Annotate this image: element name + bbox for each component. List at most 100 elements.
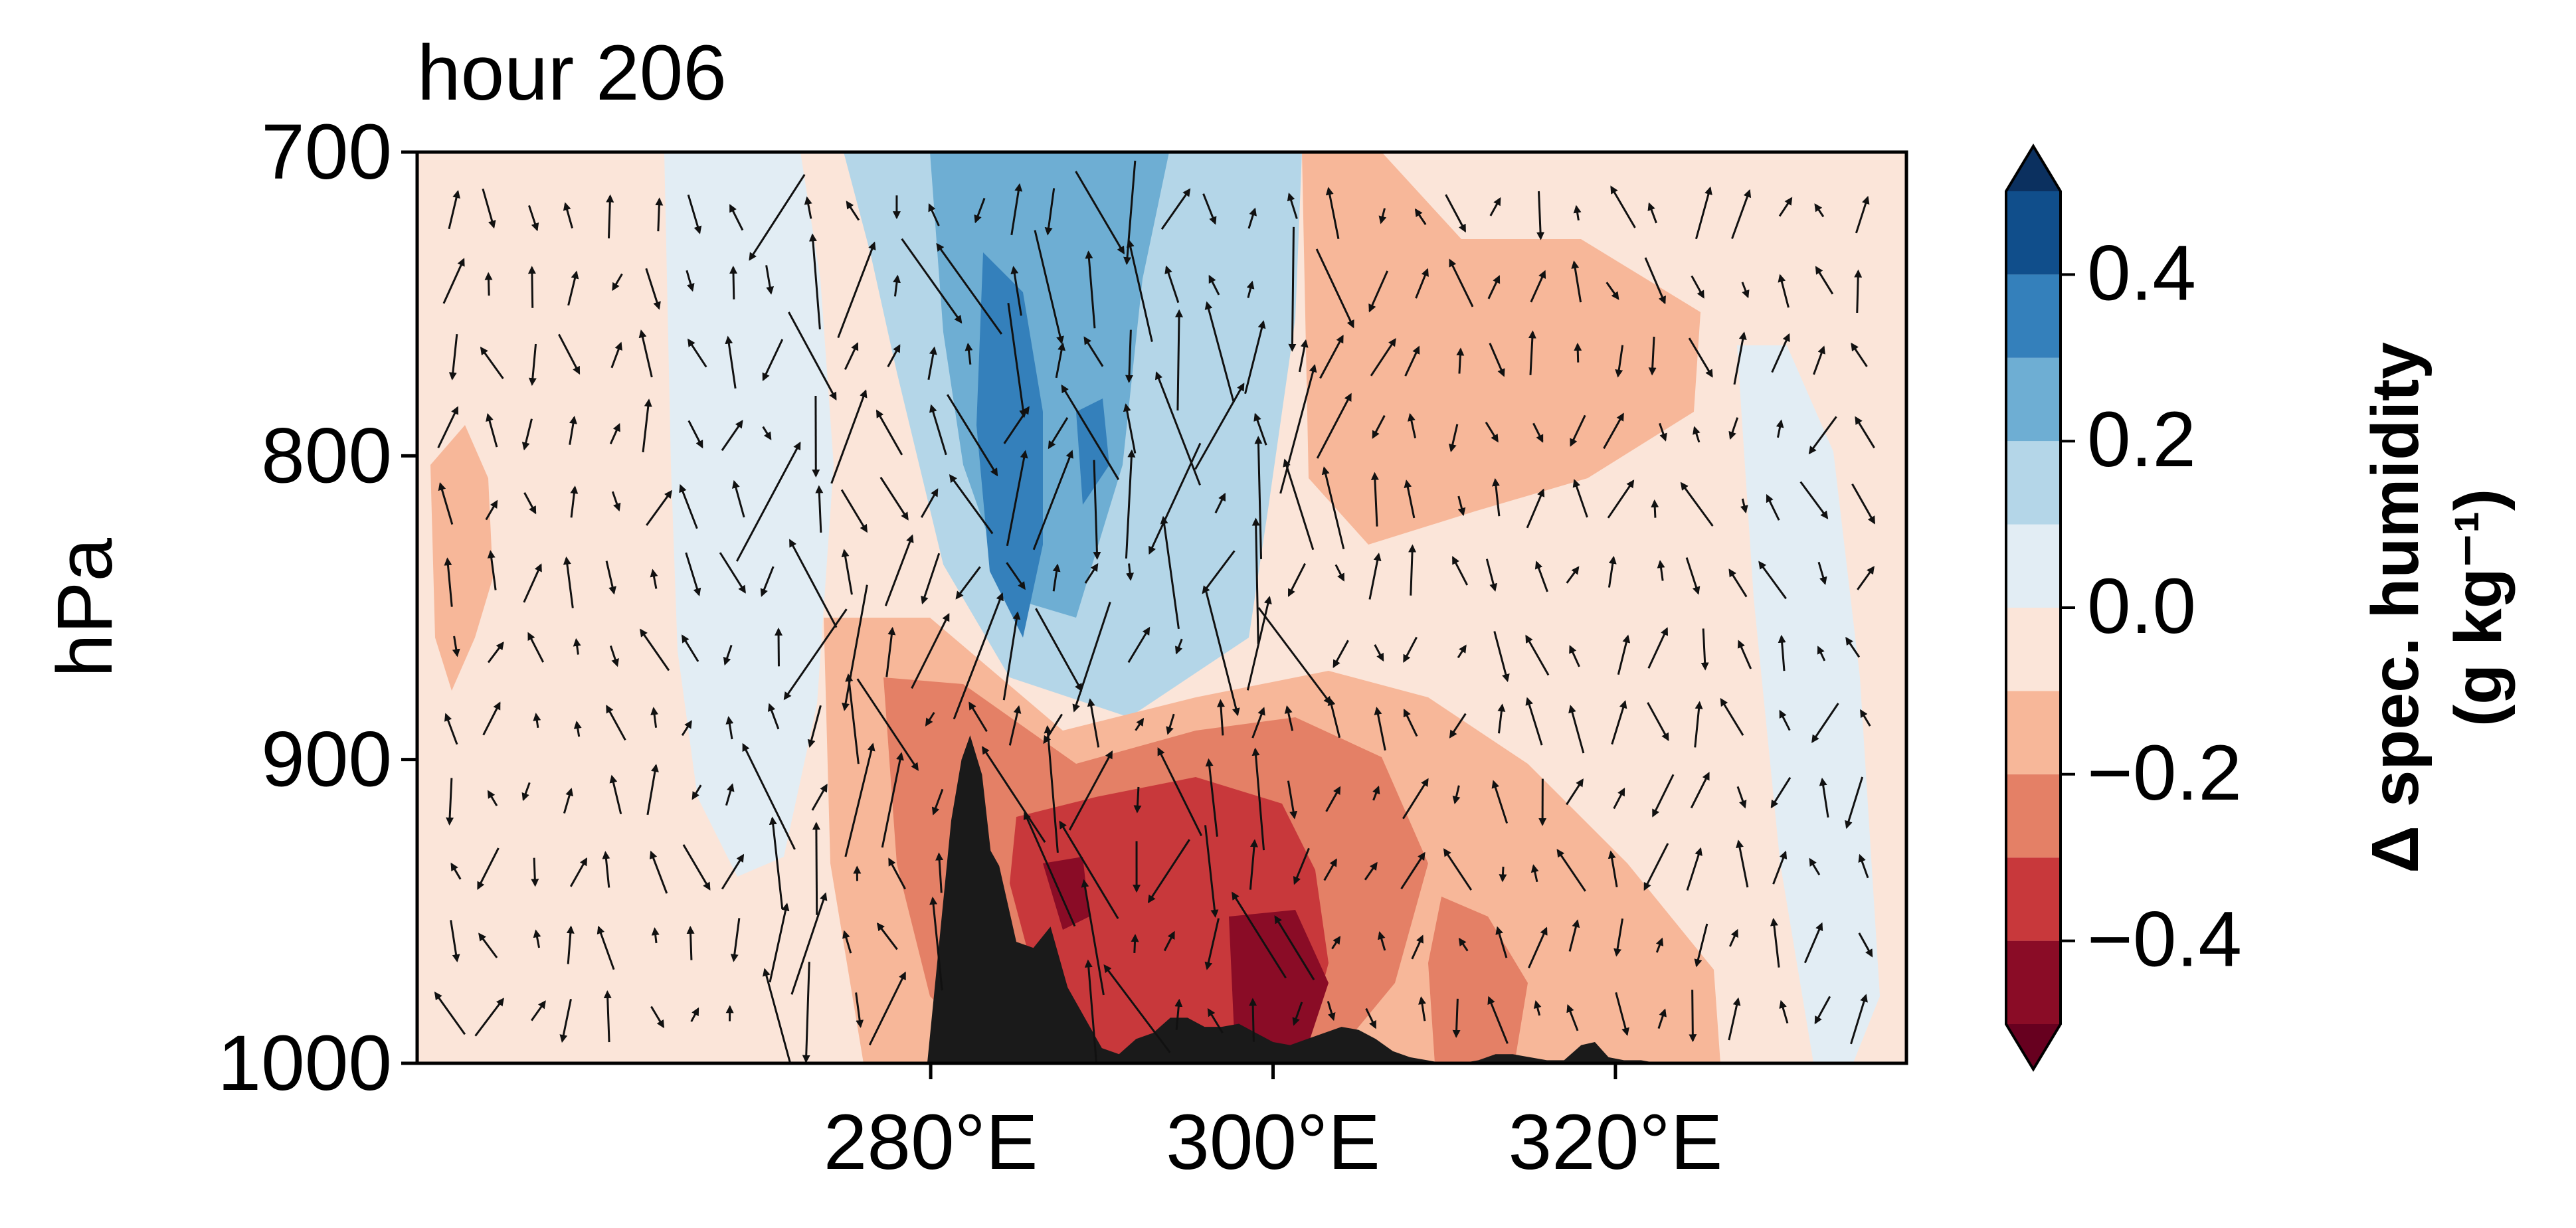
wind-vector <box>1403 636 1418 663</box>
wind-vector <box>1174 998 1183 1030</box>
wind-vector <box>769 816 784 910</box>
wind-vector <box>1728 417 1739 440</box>
wind-vector <box>1603 412 1624 449</box>
wind-vector <box>760 566 775 597</box>
wind-vector <box>1205 592 1240 717</box>
wind-vector <box>482 188 496 229</box>
wind-vector <box>1680 482 1714 527</box>
colorbar-segment <box>2006 441 2061 525</box>
wind-vector <box>1008 705 1022 746</box>
wind-vector <box>487 642 504 663</box>
wind-vector <box>1061 384 1120 480</box>
wind-vector <box>1451 556 1469 586</box>
wind-vector <box>487 550 497 590</box>
wind-vector <box>650 1006 665 1029</box>
wind-vector <box>879 476 909 521</box>
wind-vector <box>1160 188 1191 230</box>
wind-vector <box>928 203 940 226</box>
wind-vector <box>610 341 622 369</box>
wind-vector <box>1404 345 1420 377</box>
wind-vector <box>844 342 859 371</box>
wind-vector <box>725 783 735 806</box>
wind-vector <box>1851 342 1868 367</box>
wind-vector <box>1657 560 1665 581</box>
wind-vector <box>450 862 462 880</box>
wind-vector <box>1010 266 1022 316</box>
wind-vector <box>1217 699 1226 736</box>
wind-vector <box>605 561 616 595</box>
wind-vector <box>1093 460 1101 560</box>
wind-vector <box>570 485 579 518</box>
wind-vector <box>887 344 901 367</box>
colorbar-label-line2: (g kg⁻¹) <box>2441 489 2516 727</box>
wind-vector <box>569 857 588 887</box>
wind-vector <box>486 413 498 448</box>
wind-vector <box>1083 336 1104 367</box>
wind-vector <box>1813 345 1825 375</box>
wind-vector <box>1493 631 1510 683</box>
colorbar-tick-label: 0.0 <box>2087 563 2196 650</box>
wind-vector <box>1374 644 1384 662</box>
wind-vector <box>1613 787 1625 810</box>
wind-vector <box>1530 270 1546 303</box>
wind-vector <box>1449 713 1467 739</box>
wind-vector <box>521 782 531 802</box>
wind-vector <box>482 701 501 736</box>
wind-vector <box>1817 561 1827 585</box>
wind-vector <box>1279 364 1317 494</box>
wind-vector <box>1855 195 1870 234</box>
wind-vector <box>1776 419 1784 438</box>
wind-vector <box>1006 450 1028 547</box>
wind-vector <box>1034 230 1064 345</box>
wind-vector <box>1204 825 1219 918</box>
wind-vector <box>1647 627 1669 669</box>
wind-vector <box>1035 608 1083 692</box>
colorbar-extend-min <box>2006 1024 2061 1069</box>
wind-vector <box>1125 329 1133 383</box>
wind-vector <box>1814 996 1831 1025</box>
wind-vector <box>1758 561 1787 600</box>
wind-vector <box>1566 1004 1579 1031</box>
wind-vector <box>1617 634 1631 675</box>
wind-vector <box>1489 343 1505 377</box>
wind-vector <box>1251 707 1265 739</box>
wind-vector <box>480 346 504 379</box>
wind-vector <box>646 764 659 816</box>
wind-vector <box>1257 606 1332 705</box>
wind-vector <box>1414 208 1427 225</box>
wind-vector <box>837 241 876 339</box>
wind-vector <box>1779 709 1791 731</box>
wind-vector <box>762 339 784 382</box>
wind-vector <box>1408 412 1417 439</box>
wind-vector <box>1701 628 1709 671</box>
wind-vector <box>1284 705 1294 731</box>
wind-vector <box>1855 416 1875 449</box>
wind-vector <box>1485 421 1499 443</box>
y-tick-label: 700 <box>261 108 392 196</box>
wind-vector <box>1205 758 1218 837</box>
wind-vector <box>742 743 796 850</box>
wind-vector <box>1740 498 1748 514</box>
x-tick-label: 300°E <box>1166 1098 1380 1186</box>
wind-vector <box>527 632 545 663</box>
wind-vector <box>1606 282 1619 300</box>
wind-vector <box>521 418 533 451</box>
wind-vector <box>1694 701 1703 748</box>
wind-vector <box>840 489 868 533</box>
wind-vector <box>690 1007 699 1022</box>
wind-vector <box>881 752 904 848</box>
wind-vector <box>1452 998 1461 1038</box>
wind-vector <box>1325 786 1341 812</box>
wind-vector <box>1533 1000 1542 1016</box>
wind-vector <box>1059 820 1119 919</box>
wind-vector <box>1208 274 1220 296</box>
wind-vector <box>729 266 738 300</box>
wind-vector <box>1378 208 1387 224</box>
moist-band-east <box>1737 345 1880 1063</box>
wind-vector <box>1084 959 1098 1063</box>
wind-vector <box>688 420 703 449</box>
wind-vector <box>931 788 944 816</box>
wind-vector <box>1055 342 1065 379</box>
wind-vector <box>1125 449 1136 559</box>
